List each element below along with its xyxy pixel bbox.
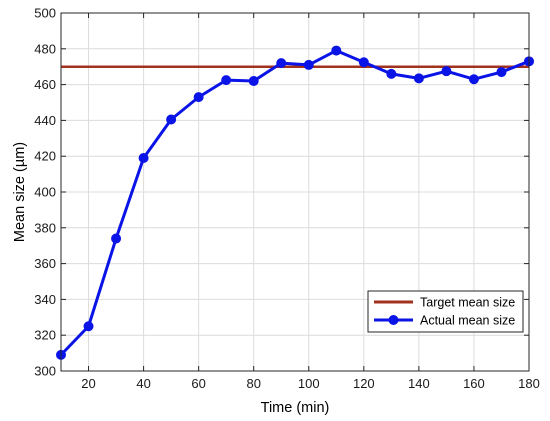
legend-marker-actual	[388, 315, 399, 325]
data-point	[496, 67, 507, 78]
y-tick-label: 480	[34, 41, 56, 56]
x-tick-label: 100	[298, 376, 320, 391]
data-point	[331, 45, 342, 56]
y-tick-label: 420	[34, 149, 56, 164]
tick-labels: 20 40 60 80 100 120 140 160 180 300 320 340 360 380 40…	[34, 6, 540, 392]
legend: Target mean size Actual mean size	[367, 290, 524, 333]
data-point	[193, 92, 204, 103]
y-tick-label: 440	[34, 113, 56, 128]
data-point	[83, 321, 94, 332]
data-point	[386, 68, 397, 79]
series-layer	[56, 45, 534, 360]
x-tick-label: 20	[81, 376, 95, 391]
x-axis-title: Time (min)	[261, 400, 330, 416]
y-tick-label: 300	[34, 364, 56, 379]
y-tick-label: 380	[34, 220, 56, 235]
legend-label-target: Target mean size	[420, 296, 515, 310]
data-point	[441, 66, 452, 77]
x-tick-label: 60	[191, 376, 205, 391]
data-point	[166, 114, 177, 125]
y-tick-label: 340	[34, 292, 56, 307]
x-tick-label: 160	[463, 376, 485, 391]
data-point	[413, 73, 424, 84]
plot-frame	[60, 12, 530, 372]
x-tick-label: 120	[353, 376, 375, 391]
axis-ticks	[61, 12, 530, 372]
data-point	[138, 152, 149, 163]
y-tick-label: 400	[34, 185, 56, 200]
legend-label-actual: Actual mean size	[420, 314, 515, 328]
y-tick-label: 360	[34, 256, 56, 271]
data-point	[303, 59, 314, 70]
x-tick-label: 40	[136, 376, 150, 391]
y-tick-label: 500	[34, 6, 56, 21]
data-point	[276, 58, 287, 69]
data-point	[248, 76, 259, 87]
data-point	[468, 74, 479, 85]
data-point	[358, 57, 369, 68]
data-point	[221, 75, 232, 86]
y-tick-label: 460	[34, 77, 56, 92]
data-point	[111, 233, 122, 244]
x-tick-label: 140	[408, 376, 430, 391]
x-tick-label: 180	[518, 376, 540, 391]
y-tick-label: 320	[34, 328, 56, 343]
legend-box	[367, 290, 524, 333]
x-tick-label: 80	[246, 376, 260, 391]
y-axis-title: Mean size (µm)	[12, 142, 28, 242]
